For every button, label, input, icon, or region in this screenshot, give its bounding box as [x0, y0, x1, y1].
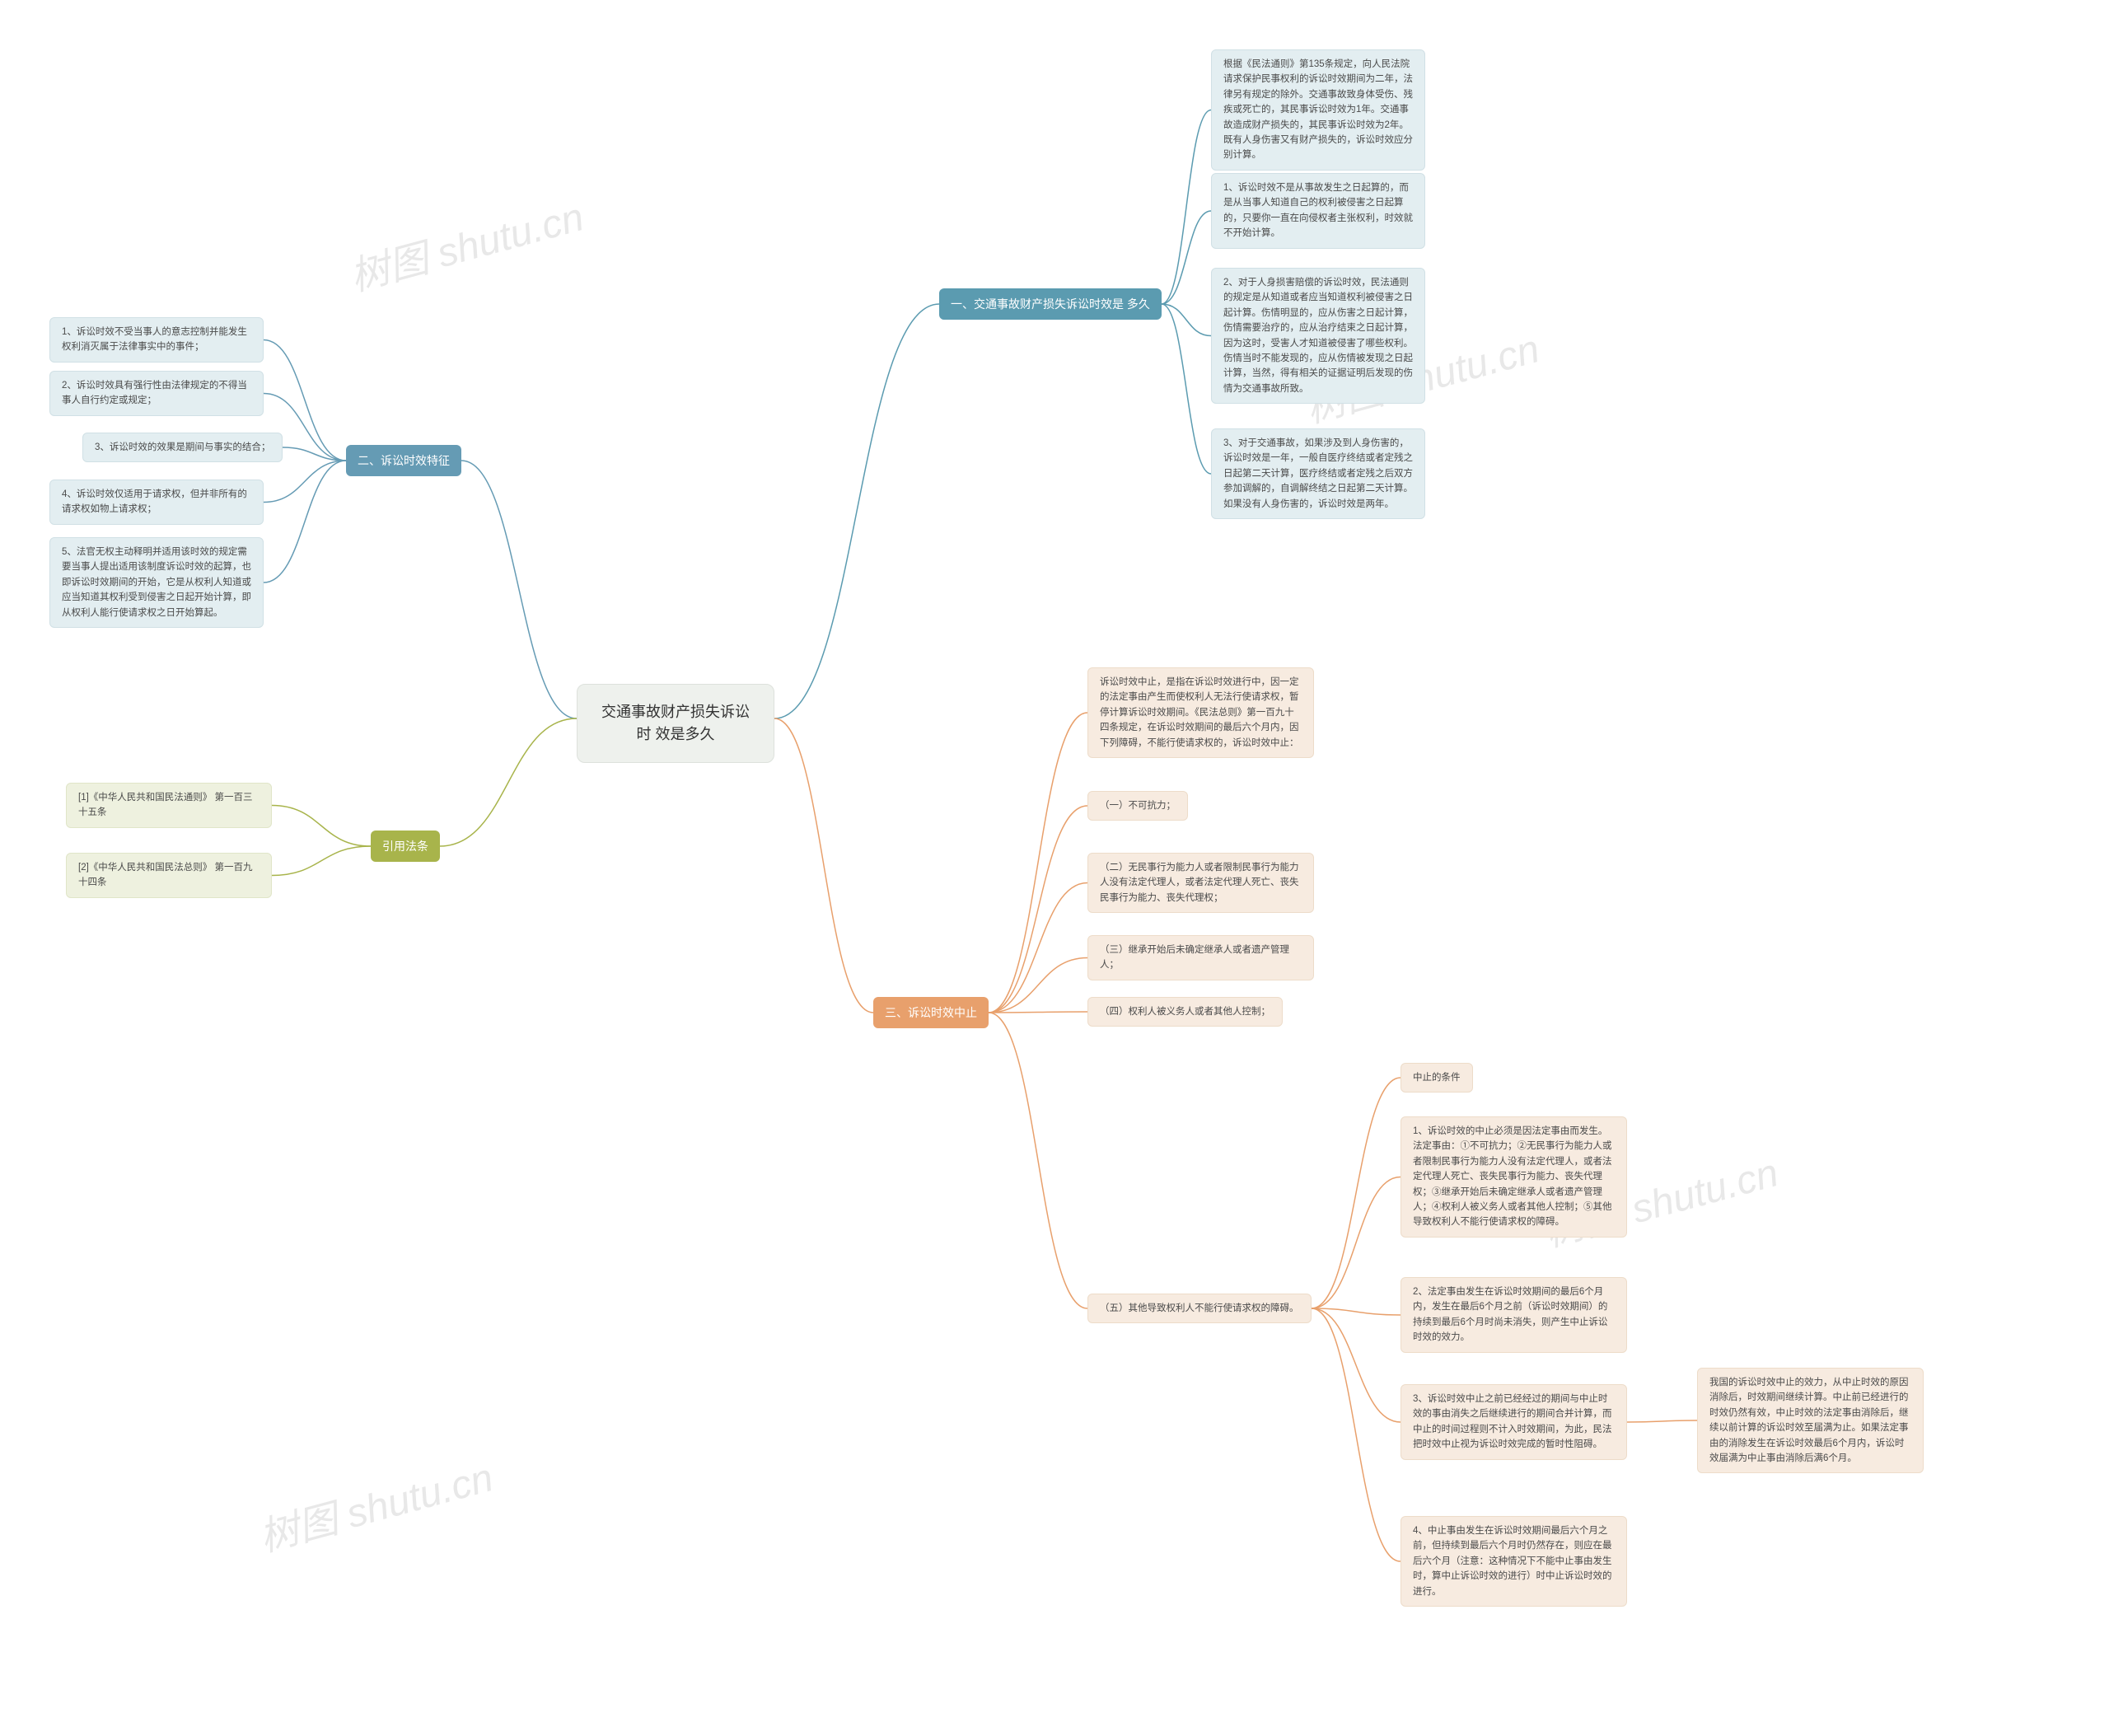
leaf-one-3: 3、对于交通事故，如果涉及到人身伤害的，诉讼时效是一年，一般自医疗终结或者定残之… [1211, 428, 1425, 519]
leaf-three-5-3: 3、诉讼时效中止之前已经经过的期间与中止时效的事由消失之后继续进行的期间合并计算… [1401, 1384, 1627, 1460]
root-text: 交通事故财产损失诉讼时 效是多久 [601, 704, 750, 742]
branch-cite: 引用法条 [371, 831, 440, 862]
watermark: 树图 shutu.cn [343, 185, 589, 302]
leaf-cite-0: [1]《中华人民共和国民法通则》 第一百三十五条 [66, 783, 272, 828]
watermark: 树图 shutu.cn [252, 1445, 498, 1563]
leaf-three-5-4: 4、中止事由发生在诉讼时效期间最后六个月之前，但持续到最后六个月时仍然存在，则应… [1401, 1516, 1627, 1607]
branch-two: 二、诉讼时效特征 [346, 445, 461, 476]
leaf-two-0: 1、诉讼时效不受当事人的意志控制并能发生权利消灭属于法律事实中的事件； [49, 317, 264, 363]
leaf-three-0: 诉讼时效中止，是指在诉讼时效进行中，因一定的法定事由产生而使权利人无法行使请求权… [1087, 667, 1314, 758]
leaf-three-4: （四）权利人被义务人或者其他人控制； [1087, 997, 1283, 1027]
leaf-two-4: 5、法官无权主动释明并适用该时效的规定需要当事人提出适用该制度诉讼时效的起算，也… [49, 537, 264, 628]
leaf-three-5-3-0: 我国的诉讼时效中止的效力，从中止时效的原因消除后，时效期间继续计算。中止前已经进… [1697, 1368, 1924, 1473]
branch-one: 一、交通事故财产损失诉讼时效是 多久 [939, 288, 1162, 320]
connectors [0, 0, 2109, 1736]
leaf-one-1: 1、诉讼时效不是从事故发生之日起算的，而是从当事人知道自己的权利被侵害之日起算的… [1211, 173, 1425, 249]
leaf-two-2: 3、诉讼时效的效果是期间与事实的结合； [82, 433, 283, 462]
leaf-one-2: 2、对于人身损害赔偿的诉讼时效，民法通则的规定是从知道或者应当知道权利被侵害之日… [1211, 268, 1425, 404]
branch-three: 三、诉讼时效中止 [873, 997, 989, 1028]
leaf-two-1: 2、诉讼时效具有强行性由法律规定的不得当事人自行约定或规定； [49, 371, 264, 416]
leaf-two-3: 4、诉讼时效仅适用于请求权，但并非所有的请求权如物上请求权； [49, 480, 264, 525]
leaf-three-5: （五）其他导致权利人不能行使请求权的障碍。 [1087, 1294, 1312, 1323]
leaf-three-5-1: 1、诉讼时效的中止必须是因法定事由而发生。法定事由：①不可抗力；②无民事行为能力… [1401, 1116, 1627, 1238]
leaf-one-0: 根据《民法通则》第135条规定，向人民法院请求保护民事权利的诉讼时效期间为二年，… [1211, 49, 1425, 171]
leaf-three-2: （二）无民事行为能力人或者限制民事行为能力人没有法定代理人，或者法定代理人死亡、… [1087, 853, 1314, 913]
leaf-three-5-0: 中止的条件 [1401, 1063, 1473, 1093]
leaf-three-5-2: 2、法定事由发生在诉讼时效期间的最后6个月内，发生在最后6个月之前（诉讼时效期间… [1401, 1277, 1627, 1353]
root-node: 交通事故财产损失诉讼时 效是多久 [577, 684, 774, 763]
leaf-cite-1: [2]《中华人民共和国民法总则》 第一百九十四条 [66, 853, 272, 898]
leaf-three-3: （三）继承开始后未确定继承人或者遗产管理人； [1087, 935, 1314, 980]
leaf-three-1: （一）不可抗力； [1087, 791, 1188, 821]
